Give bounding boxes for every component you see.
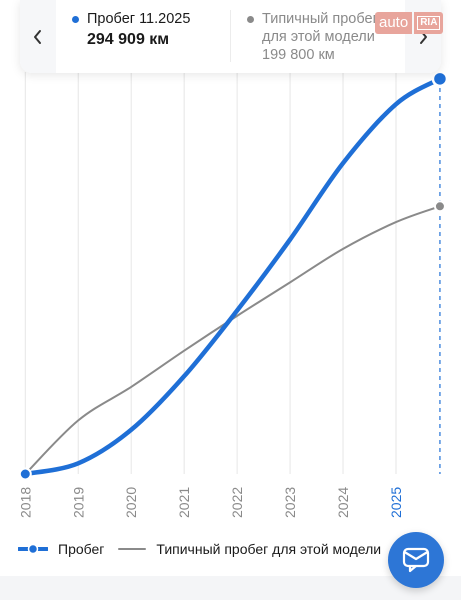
- chart-legend: Пробег Типичный пробег для этой модели: [18, 540, 395, 558]
- mileage-value: 294 909 км: [87, 31, 170, 48]
- legend-item-typical: Типичный пробег для этой модели: [118, 541, 381, 557]
- autoria-logo: auto RIA: [375, 12, 444, 34]
- legend-label-typical: Типичный пробег для этой модели: [156, 541, 382, 557]
- logo-badge: RIA: [414, 12, 444, 34]
- typical-dot: [247, 15, 254, 23]
- card-divider: [230, 10, 231, 62]
- x-tick-label-2018: 2018: [17, 487, 33, 518]
- logo-text-auto: auto: [375, 12, 413, 34]
- x-tick-label-2023: 2023: [282, 487, 298, 518]
- legend-swatch-typical: [118, 548, 147, 550]
- bottom-strip: [0, 576, 461, 600]
- x-tick-label-2025: 2025: [388, 487, 404, 518]
- summary-card: Пробег 11.2025 294 909 км Типичный пробе…: [20, 0, 441, 73]
- x-tick-label-2019: 2019: [70, 487, 86, 518]
- mileage-end-point: [431, 70, 449, 88]
- chevron-left-icon: [34, 29, 41, 44]
- chat-button[interactable]: [388, 532, 444, 588]
- legend-swatch-mileage: [18, 543, 48, 555]
- legend-item-mileage: Пробег: [18, 541, 104, 557]
- typical-metric: Типичный пробег для этой модели 199 800 …: [247, 10, 378, 64]
- start-point-marker: [18, 467, 32, 481]
- chat-bubble-icon: [402, 547, 430, 573]
- mileage-metric: Пробег 11.2025 294 909 км: [72, 10, 190, 49]
- x-tick-label-2022: 2022: [229, 487, 245, 518]
- x-tick-label-2024: 2024: [335, 487, 351, 518]
- legend-label-mileage: Пробег: [58, 541, 105, 557]
- logo-text-ria: RIA: [417, 16, 441, 30]
- series-line-typical: [24, 205, 441, 475]
- typical-label-line1: Типичный пробег: [262, 11, 378, 27]
- next-button[interactable]: [405, 0, 441, 73]
- mileage-label: Пробег 11.2025: [87, 11, 191, 27]
- prev-button[interactable]: [20, 0, 56, 73]
- typical-label-line2: для этой модели: [262, 29, 375, 45]
- series-line-mileage: [23, 76, 443, 477]
- mileage-dot: [72, 15, 79, 23]
- x-tick-label-2021: 2021: [176, 487, 192, 518]
- typical-end-point: [433, 200, 446, 213]
- x-tick-label-2020: 2020: [123, 487, 139, 518]
- typical-value: 199 800 км: [262, 47, 335, 63]
